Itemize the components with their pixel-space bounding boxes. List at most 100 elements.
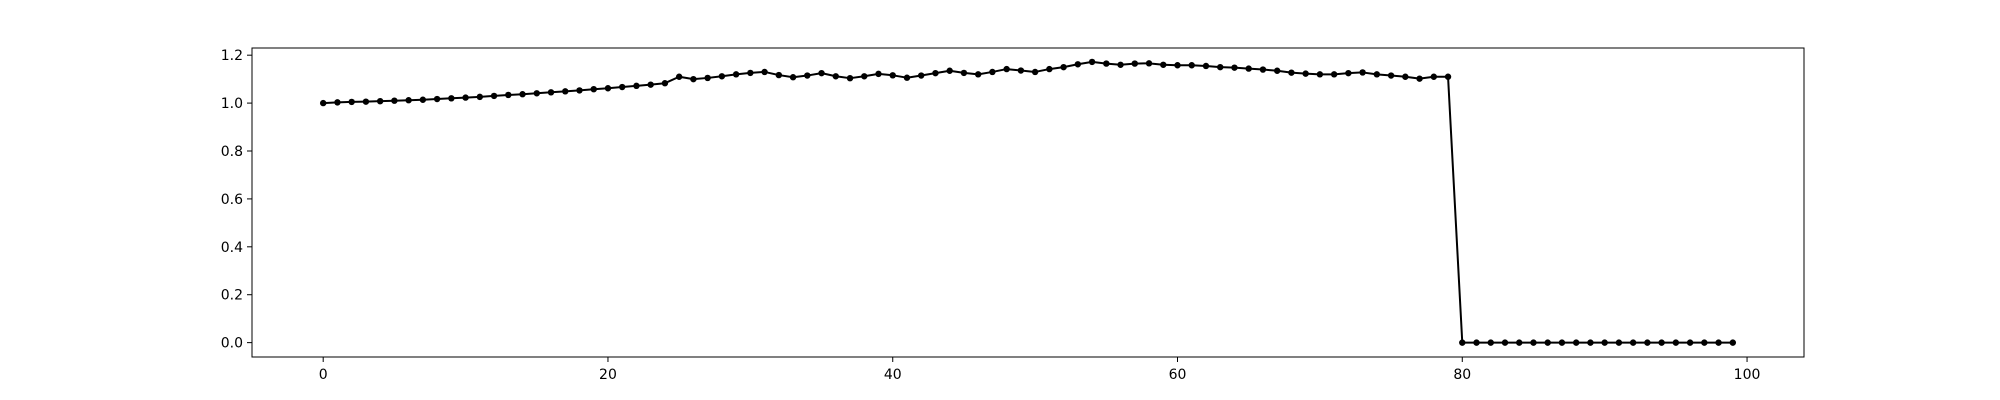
data-point [747, 69, 754, 77]
data-point [1046, 65, 1053, 73]
data-point [1003, 65, 1010, 73]
data-point [1644, 339, 1651, 346]
data-point [1231, 64, 1238, 71]
data-point [1160, 61, 1167, 68]
data-point [1715, 339, 1722, 346]
data-point [476, 93, 484, 101]
data-point [1074, 61, 1082, 68]
data-point [818, 69, 825, 77]
data-point [946, 67, 953, 74]
data-point [1174, 62, 1181, 69]
x-tick-label: 40 [884, 367, 902, 383]
data-point [832, 73, 839, 80]
y-tick-label: 1.0 [221, 96, 243, 112]
data-point [1473, 339, 1480, 346]
data-point [1672, 339, 1680, 346]
data-point [675, 73, 683, 80]
data-point [376, 97, 384, 105]
data-point [1544, 339, 1551, 346]
data-point [932, 69, 939, 77]
x-axis: 0 20 40 60 80 100 [319, 357, 1761, 383]
data-point [405, 97, 412, 104]
data-point [704, 74, 711, 82]
data-point [1729, 339, 1737, 346]
x-tick-label: 60 [1169, 367, 1187, 383]
data-point [846, 74, 854, 82]
data-point [334, 99, 341, 106]
x-tick-label: 80 [1453, 367, 1471, 383]
data-point [1615, 339, 1623, 346]
data-point [1558, 339, 1566, 346]
data-point [690, 75, 697, 83]
data-point [974, 71, 982, 78]
data-point [1259, 66, 1267, 73]
data-point [960, 69, 968, 77]
data-point [1330, 71, 1338, 78]
y-tick-label: 0.8 [221, 144, 243, 160]
data-point [789, 74, 797, 81]
data-point [918, 72, 925, 79]
data-point [1017, 67, 1025, 74]
data-point [1430, 73, 1437, 80]
data-point [1345, 69, 1352, 77]
data-point [1245, 65, 1252, 72]
data-point [761, 68, 768, 76]
y-tick-label: 0.2 [221, 288, 243, 304]
y-tick-label: 0.4 [221, 240, 243, 256]
data-point [1587, 339, 1594, 346]
data-point [1103, 60, 1110, 67]
y-axis: 0.0 0.2 0.4 0.6 0.8 1.0 1.2 [221, 48, 252, 352]
data-point [462, 94, 469, 101]
data-point [889, 72, 896, 79]
data-point [1658, 339, 1665, 346]
data-point [319, 99, 327, 107]
series-layer [319, 58, 1737, 346]
data-point [633, 82, 640, 90]
data-point [1402, 73, 1409, 80]
data-point [1459, 339, 1466, 346]
data-point [1302, 70, 1309, 77]
data-point [490, 92, 498, 100]
data-point [1373, 71, 1381, 78]
data-point [590, 86, 597, 93]
y-tick-label: 1.2 [221, 48, 243, 64]
data-point [1516, 339, 1523, 346]
data-point [732, 71, 740, 78]
data-point [348, 98, 355, 106]
data-point [448, 95, 455, 102]
data-point [647, 81, 654, 88]
data-point [718, 73, 726, 80]
data-point [533, 90, 540, 97]
data-point [1031, 68, 1039, 76]
data-point [804, 72, 811, 79]
data-point [1273, 67, 1281, 74]
axes-frame [251, 47, 1805, 358]
data-point [1530, 339, 1537, 346]
data-point [1060, 63, 1067, 71]
data-point [1316, 71, 1324, 78]
data-point [1487, 339, 1494, 346]
data-point [1444, 73, 1452, 80]
data-point [362, 98, 370, 105]
data-point [1188, 62, 1195, 69]
data-point [989, 68, 996, 76]
data-point [1202, 62, 1210, 70]
series-line [323, 60, 1733, 344]
data-point [875, 70, 882, 78]
x-tick-label: 100 [1734, 367, 1761, 383]
data-point [1629, 339, 1637, 346]
data-point [604, 85, 612, 92]
data-point [1088, 58, 1096, 66]
data-point [1501, 339, 1509, 346]
data-point [1572, 339, 1580, 346]
data-point [861, 73, 868, 80]
data-point [1145, 60, 1153, 67]
data-point [562, 88, 569, 95]
data-point [505, 91, 512, 99]
data-point [1686, 339, 1694, 346]
x-tick-label: 20 [599, 367, 617, 383]
x-tick-label: 0 [319, 367, 328, 383]
data-point [433, 95, 441, 103]
data-point [1416, 75, 1423, 82]
